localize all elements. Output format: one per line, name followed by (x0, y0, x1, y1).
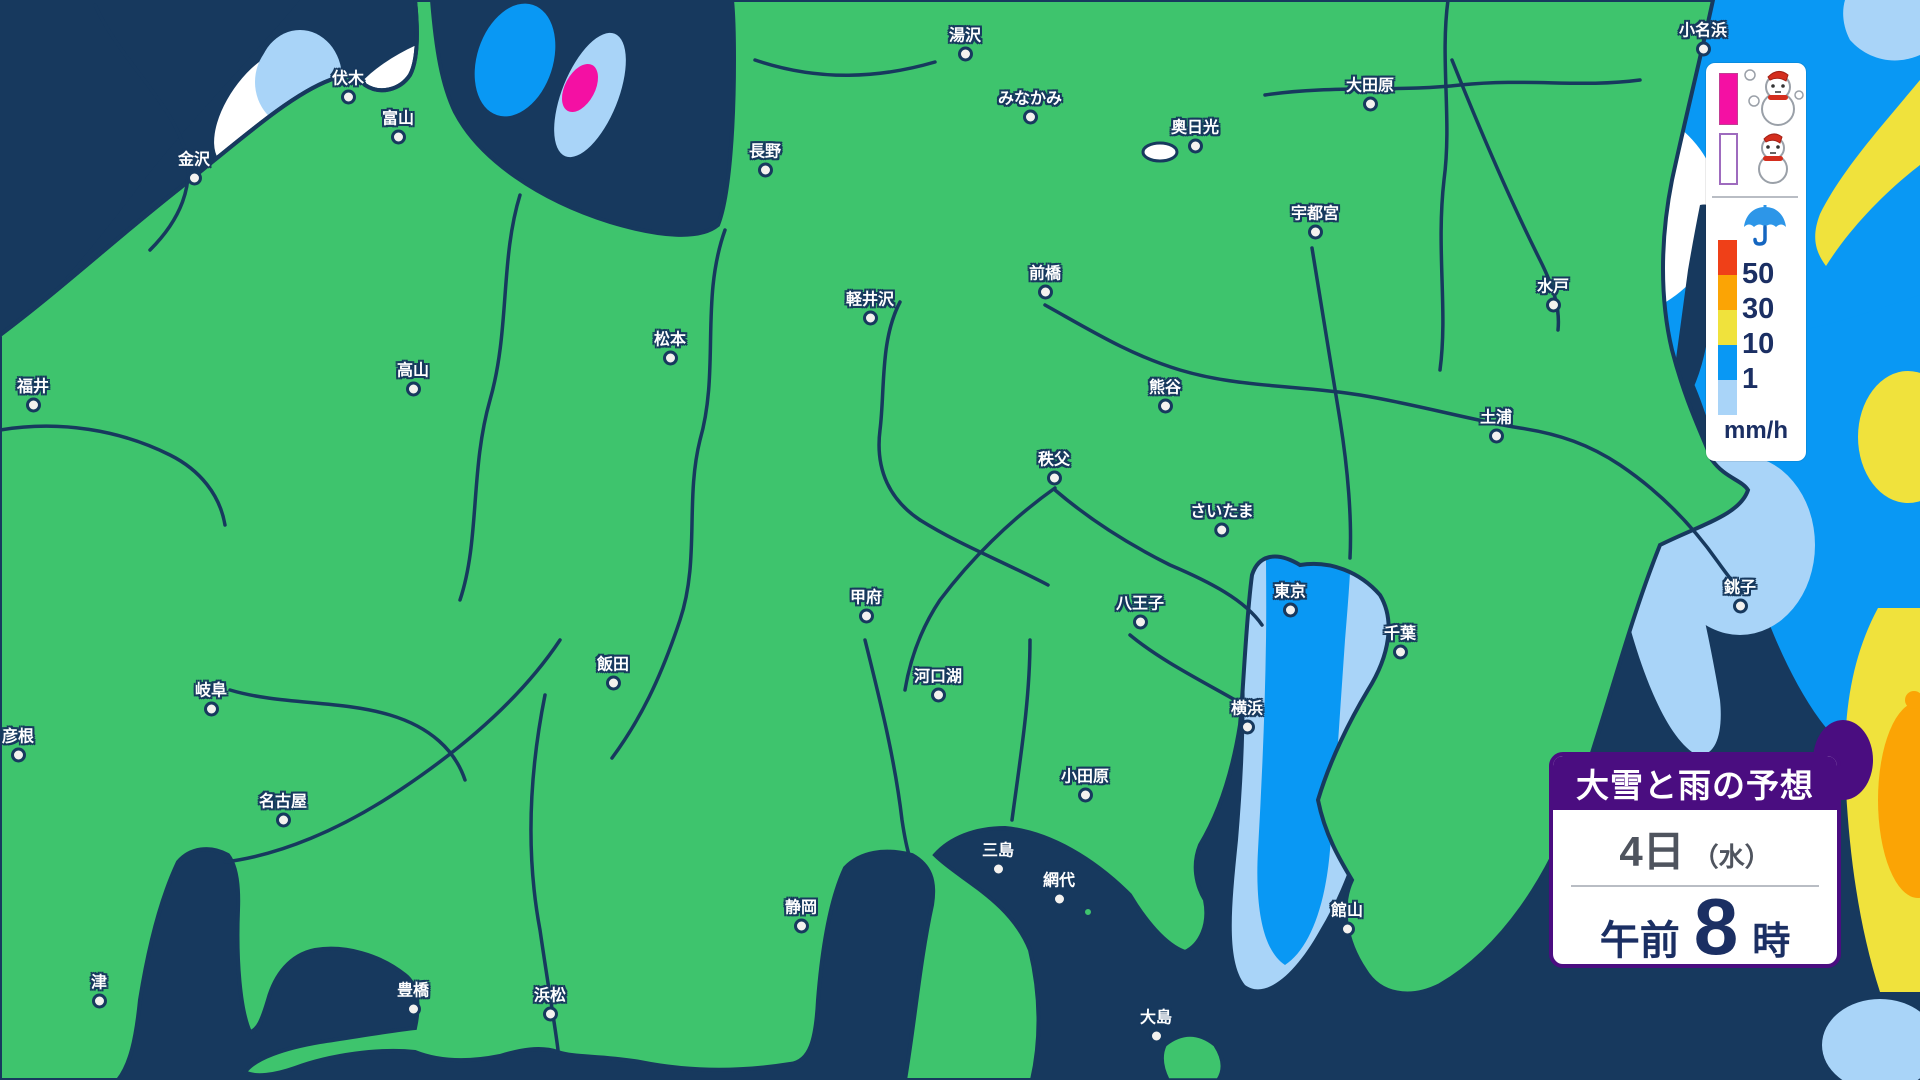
forecast-date: 4日 （水） (1553, 818, 1837, 879)
forecast-weekday: （水） (1692, 842, 1771, 872)
forecast-info-box: 大雪と雨の予想 4日 （水） 午前 8 時 (1549, 752, 1841, 968)
rain-swatch-30 (1718, 275, 1737, 310)
island-oshima (1160, 1033, 1225, 1080)
rain-scale-value: 1 (1742, 363, 1759, 395)
legend-divider (1712, 196, 1798, 198)
forecast-title: 大雪と雨の予想 (1553, 756, 1837, 810)
rain-scale-value: 10 (1742, 328, 1775, 360)
snow-swatch (1719, 133, 1738, 185)
forecast-hour-suffix: 時 (1752, 921, 1791, 963)
rain-10mm-bay-streak (474, 3, 556, 117)
islet (1083, 907, 1093, 917)
heavy-snow-spot-1 (561, 63, 599, 113)
snowman-icon (1758, 133, 1788, 184)
lake-chuzenji-outline (1141, 141, 1179, 163)
rain-swatch-light (1718, 380, 1737, 415)
rain-scale-value: 50 (1742, 258, 1775, 290)
sea-topleft (0, 0, 300, 345)
heavy-snowman-icon (1744, 69, 1804, 126)
rain-swatch-1 (1718, 345, 1737, 380)
forecast-hour: 8 (1693, 882, 1739, 968)
rain-swatch-50 (1718, 240, 1737, 275)
forecast-time: 午前 8 時 (1553, 882, 1837, 968)
forecast-divider (1571, 885, 1819, 887)
rain-umbrella-icon (1744, 205, 1786, 246)
precipitation-legend: 50 30 10 1 mm/h (1706, 63, 1806, 461)
rain-scale-value: 30 (1742, 293, 1775, 325)
rain-unit-label: mm/h (1723, 417, 1788, 444)
heavy-rain-right-edge (1813, 80, 1920, 992)
forecast-period: 午前 (1599, 919, 1680, 963)
coastline-topleft (0, 0, 419, 337)
heavy-snow-swatch (1719, 73, 1738, 125)
rain-swatch-10 (1718, 310, 1737, 345)
forecast-day: 4日 (1619, 828, 1685, 875)
